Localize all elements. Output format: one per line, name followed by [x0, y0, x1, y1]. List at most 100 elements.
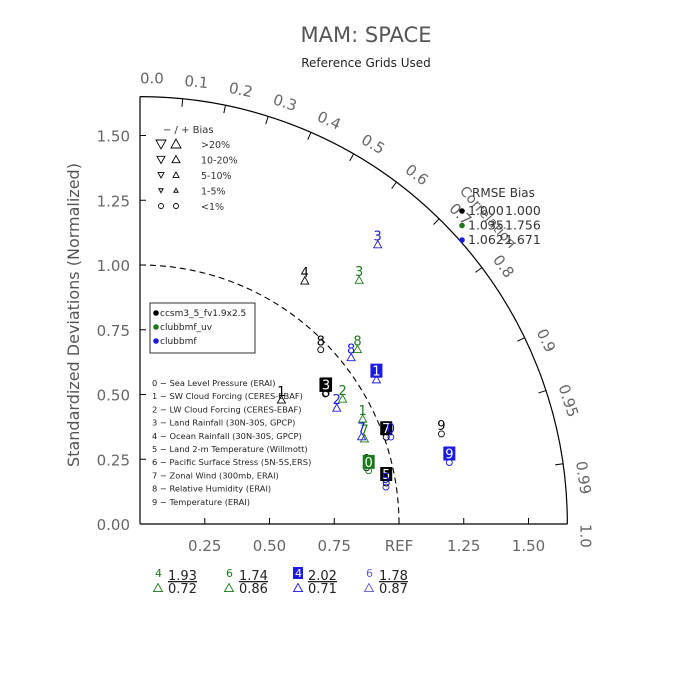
bias-triangle-marker	[223, 582, 235, 593]
point-label: 3	[322, 378, 330, 393]
bias-triangle-marker	[352, 344, 363, 353]
stats-bias: 1.671	[505, 232, 541, 247]
point-label-box	[380, 467, 393, 482]
point-label-box	[320, 377, 333, 392]
bias-triangle-marker	[346, 352, 356, 362]
corr-tick	[555, 463, 564, 466]
stats-color-dot	[459, 222, 465, 229]
case-legend-box	[149, 302, 256, 354]
point-label: 8	[347, 343, 355, 358]
variable-list-item: 6 − Pacific Surface Stress (5N-5S,ERS)	[152, 457, 311, 467]
corr-tick-label: 0.8	[489, 251, 518, 281]
off-scale-label-box	[293, 567, 303, 579]
off-scale-corr: 0.87	[379, 582, 408, 597]
corr-tick-label: 0.3	[271, 91, 299, 115]
off-scale-std: 2.02	[308, 569, 337, 584]
off-scale-values: 4 1.930.72 6 1.740.86 4 2.020.71 6 1.780.87	[152, 567, 408, 597]
variable-list: 0 − Sea Level Pressure (ERAI) 1 − SW Clou…	[152, 378, 311, 507]
point-label-box	[362, 454, 375, 469]
bias-up-triangle	[171, 154, 181, 164]
bias-triangle-marker	[331, 403, 342, 412]
bias-down-triangle	[157, 172, 165, 179]
corr-tick	[391, 181, 397, 189]
bias-triangle-marker	[337, 394, 348, 403]
stats-color-dot	[459, 237, 465, 243]
point-label: 5	[382, 468, 390, 483]
corr-tick-label: 0.5	[358, 131, 388, 159]
bias-legend-label: <1%	[201, 202, 224, 213]
point-label: 2	[338, 384, 346, 399]
point-label-box	[370, 363, 383, 378]
variable-list-item: 5 − Land 2-m Temperature (Willmott)	[152, 444, 308, 454]
off-scale-label: 6	[366, 567, 373, 580]
stats-bias: 1.756	[505, 218, 541, 233]
bias-circle-marker	[382, 483, 390, 491]
corr-tick-label: 0.0	[140, 70, 164, 88]
point-label: 0	[365, 456, 373, 471]
bias-triangle-marker	[357, 413, 368, 423]
bias-triangle-marker	[152, 582, 164, 593]
stats-rmse: 1.062	[468, 232, 504, 247]
point-label: 8	[317, 335, 325, 350]
corr-tick-label: 0.1	[184, 72, 210, 92]
bias-circle-marker	[387, 433, 395, 441]
corr-tick-label: 0.6	[402, 161, 432, 190]
bias-legend-label: 10-20%	[201, 156, 238, 167]
y-tick-label: 1.00	[97, 257, 130, 275]
bias-legend-label: 5-10%	[201, 171, 232, 182]
point-label: 3	[374, 230, 382, 245]
bias-circle-symbol	[158, 203, 164, 209]
bias-triangle-marker	[292, 582, 304, 593]
corr-tick	[265, 116, 269, 125]
point-label: 1	[277, 385, 285, 400]
reference-std-arc	[139, 264, 400, 525]
variable-list-item: 8 − Relative Humidity (ERAI)	[152, 484, 271, 494]
y-axis-label: Standardized Deviations (Normalized)	[64, 163, 83, 467]
chart-subtitle: Reference Grids Used	[301, 56, 431, 70]
bias-triangle-marker	[356, 431, 367, 441]
bias-triangle-marker	[371, 374, 382, 384]
off-scale-label: 4	[295, 567, 302, 580]
y-tick-label: 0.00	[97, 516, 130, 534]
off-scale-label: 6	[226, 567, 233, 580]
x-tick-label: 1.25	[447, 537, 480, 555]
point-label: 3	[355, 265, 363, 280]
off-scale-std: 1.74	[239, 569, 268, 584]
corr-tick-label: 0.2	[227, 79, 254, 101]
x-tick-label: REF	[385, 537, 414, 555]
bias-triangle-marker	[359, 433, 370, 443]
corr-tick	[307, 132, 312, 140]
point-label-box	[443, 446, 456, 461]
off-scale-corr: 0.86	[239, 582, 268, 597]
point-label: 1	[372, 365, 380, 380]
point-label: 4	[301, 266, 309, 281]
bias-up-triangle	[173, 187, 179, 193]
x-tick-label: 1.50	[512, 537, 545, 555]
corr-tick	[181, 98, 184, 107]
bias-down-triangle	[156, 155, 166, 165]
variable-list-item: 2 − LW Cloud Forcing (CERES-EBAF)	[152, 404, 302, 414]
variable-list-item: 3 − Land Rainfall (30N-30S, GPCP)	[152, 418, 295, 428]
bias-circle-marker	[317, 346, 325, 354]
off-scale-label: 4	[155, 567, 162, 580]
stats-rmse: 1.035	[468, 218, 504, 233]
outer-correlation-arc	[139, 96, 568, 525]
corr-tick-label: 0.9	[533, 326, 560, 355]
case-legend-label: clubbmf	[160, 337, 197, 347]
x-tick-label: 0.25	[188, 537, 221, 555]
stats-header: RMSE Bias	[472, 186, 535, 200]
y-tick-label: 1.25	[97, 192, 130, 210]
point-label: 1	[359, 404, 367, 419]
point-label: 9	[445, 447, 453, 462]
x-tick-label: 0.75	[318, 537, 351, 555]
stats-rmse: 1.000	[468, 203, 504, 218]
y-tick-label: 0.25	[97, 451, 130, 469]
bias-up-triangle	[172, 171, 180, 178]
point-label-box	[380, 421, 393, 436]
bias-legend-label: >20%	[201, 140, 230, 151]
point-label: 7	[360, 424, 368, 439]
point-label: 7	[382, 422, 390, 437]
bias-legend-label: 1-5%	[201, 187, 226, 198]
variable-list-item: 0 − Sea Level Pressure (ERAI)	[152, 378, 275, 388]
